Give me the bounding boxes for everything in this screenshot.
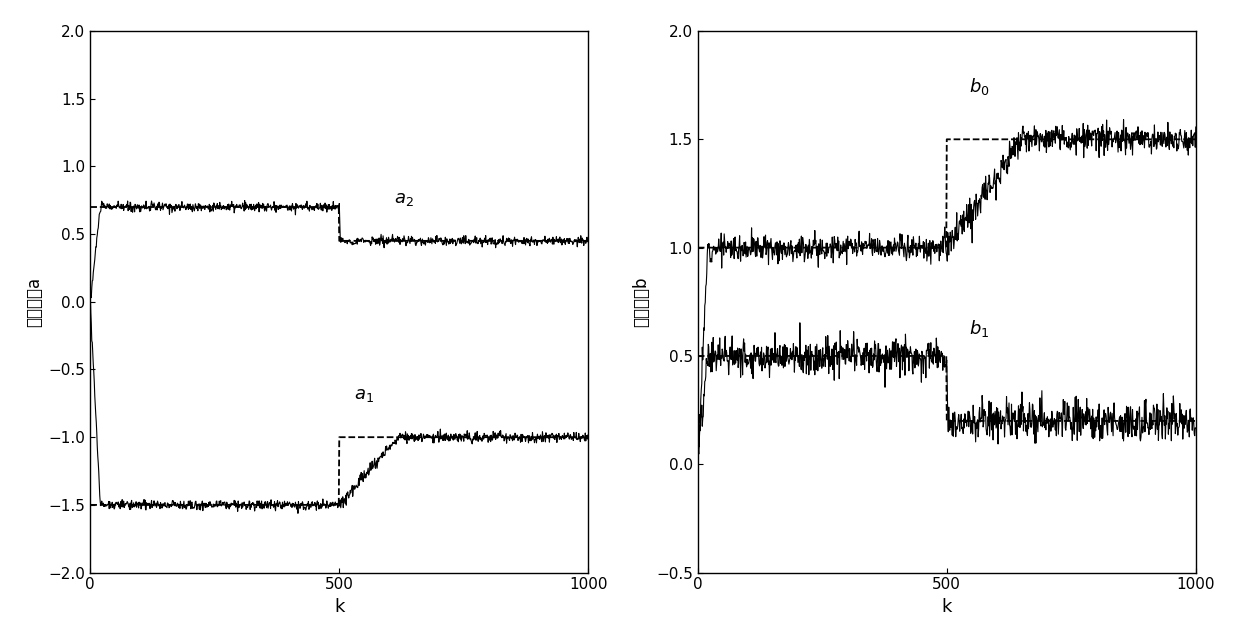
Text: $a_1$: $a_1$ bbox=[355, 387, 374, 404]
X-axis label: k: k bbox=[941, 598, 952, 616]
Y-axis label: 参数估计a: 参数估计a bbox=[25, 277, 43, 327]
Text: $b_0$: $b_0$ bbox=[970, 76, 990, 97]
Text: $b_1$: $b_1$ bbox=[970, 319, 990, 339]
Y-axis label: 参数估计b: 参数估计b bbox=[632, 276, 651, 327]
Text: $a_2$: $a_2$ bbox=[394, 190, 414, 208]
X-axis label: k: k bbox=[334, 598, 345, 616]
